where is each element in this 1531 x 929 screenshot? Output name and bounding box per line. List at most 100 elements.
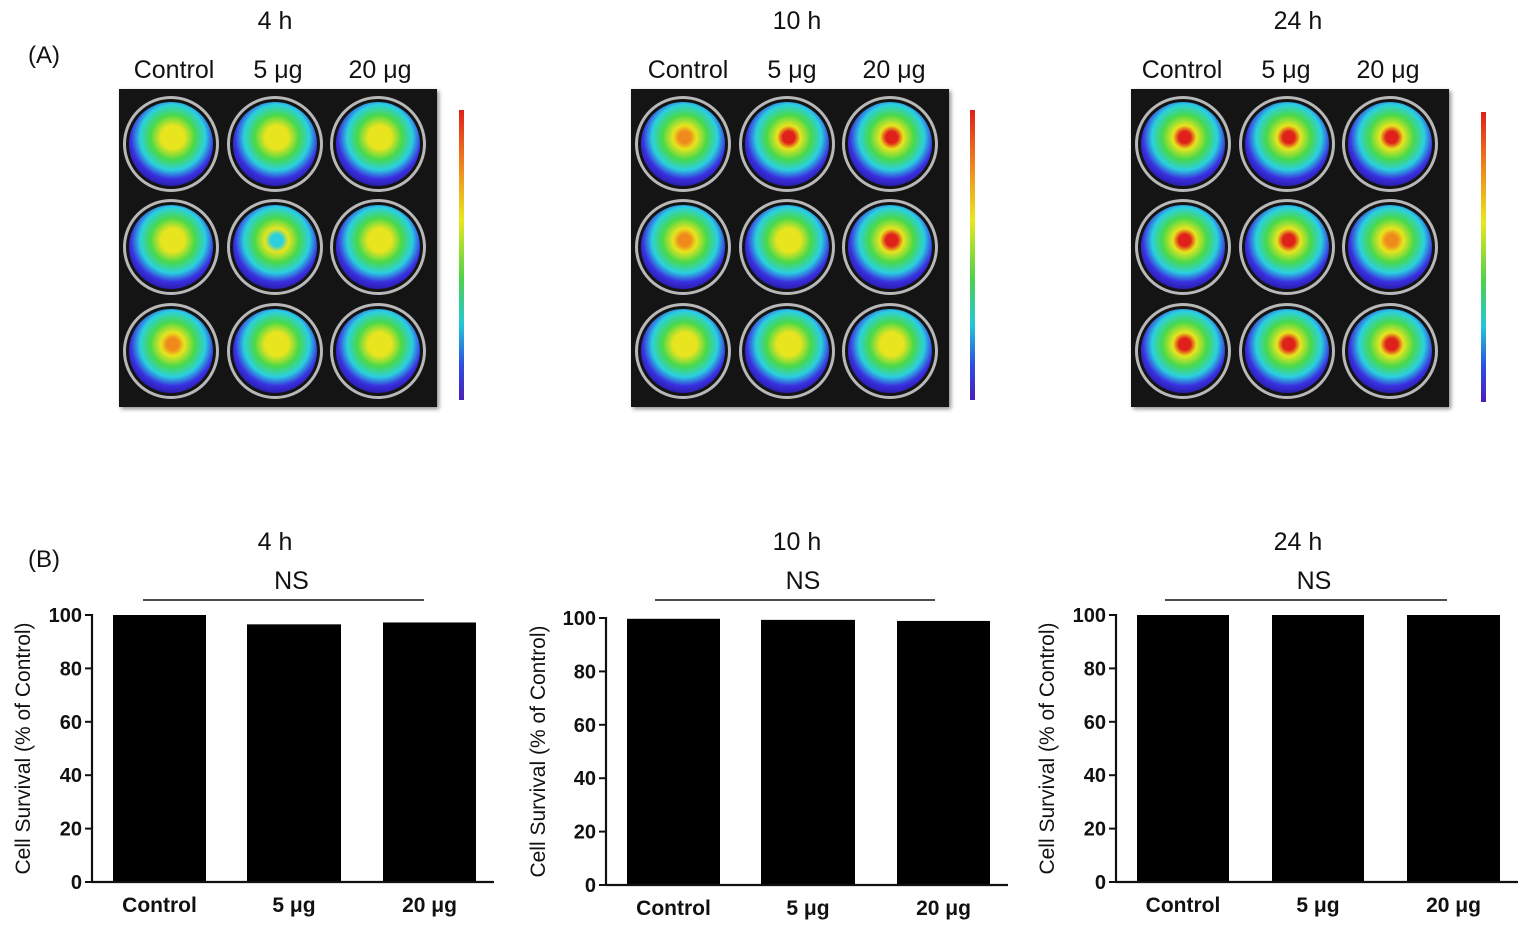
chart-title: 4 h xyxy=(258,528,293,556)
bar xyxy=(1137,615,1229,882)
plate-well xyxy=(1135,303,1231,399)
plate-well xyxy=(842,199,938,295)
column-label-5ug: 5 μg xyxy=(253,56,303,84)
y-tick-label: 20 xyxy=(1084,819,1106,841)
chart-title: 24 h xyxy=(1274,528,1323,556)
timepoint-title: 24 h xyxy=(1273,7,1323,35)
timepoint-title: 10 h xyxy=(772,7,822,35)
y-tick-label: 20 xyxy=(60,819,82,841)
bar xyxy=(113,615,206,882)
y-tick-label: 0 xyxy=(1095,872,1106,894)
plate-well xyxy=(330,303,426,399)
y-tick-label: 0 xyxy=(585,875,596,897)
panel-b-tag: (B) xyxy=(28,546,60,573)
significance-label: NS xyxy=(786,567,821,595)
plate-well xyxy=(123,96,219,192)
panel-a-tag: (A) xyxy=(28,42,60,69)
plate-well xyxy=(227,199,323,295)
column-label-control: Control xyxy=(1141,56,1223,84)
column-label-20ug: 20 μg xyxy=(1356,56,1420,84)
plate-well xyxy=(842,96,938,192)
x-tick-label: 5 μg xyxy=(786,897,829,920)
plate-well xyxy=(1342,96,1438,192)
x-tick-label: 20 μg xyxy=(402,894,457,917)
plate-well xyxy=(330,96,426,192)
bar-chart-10h: 10 h NS Control 5 μg 20 μg 0 20 40 60 80 100 Cell S… xyxy=(527,528,1008,920)
plate-well xyxy=(635,199,731,295)
column-label-5ug: 5 μg xyxy=(1261,56,1311,84)
y-tick-label: 0 xyxy=(71,872,82,894)
column-label-control: Control xyxy=(133,56,215,84)
x-tick-label: Control xyxy=(636,897,711,920)
y-tick-label: 40 xyxy=(1084,765,1106,787)
plate-well xyxy=(635,96,731,192)
plate-well xyxy=(739,303,835,399)
luminescence-signal xyxy=(745,102,829,186)
x-tick-label: Control xyxy=(122,894,197,917)
plate-well xyxy=(739,96,835,192)
luminescence-signal xyxy=(745,309,829,393)
bar xyxy=(247,624,341,882)
bar xyxy=(761,619,855,885)
significance-label: NS xyxy=(274,567,309,595)
luminescence-signal xyxy=(1141,309,1225,393)
plate-well xyxy=(330,199,426,295)
significance-label: NS xyxy=(1297,567,1332,595)
y-tick-label: 60 xyxy=(574,715,596,737)
color-scale-bar xyxy=(970,110,975,400)
y-tick-label: 40 xyxy=(574,768,596,790)
plate-well xyxy=(227,303,323,399)
plate-well xyxy=(1239,96,1335,192)
luminescence-signal xyxy=(1348,102,1432,186)
luminescence-signal xyxy=(336,309,420,393)
y-axis-label: Cell Survival (% of Control) xyxy=(527,625,550,877)
plate-well xyxy=(1342,303,1438,399)
plate-well xyxy=(1135,96,1231,192)
luminescence-signal xyxy=(1245,205,1329,289)
y-axis-label: Cell Survival (% of Control) xyxy=(1036,622,1059,874)
color-scale-bar xyxy=(459,110,464,400)
plate-well xyxy=(1239,199,1335,295)
column-label-5ug: 5 μg xyxy=(767,56,817,84)
x-tick-label: 5 μg xyxy=(1296,894,1339,917)
column-label-20ug: 20 μg xyxy=(862,56,926,84)
plate-well xyxy=(227,96,323,192)
plate-well xyxy=(635,303,731,399)
luminescence-signal xyxy=(1141,102,1225,186)
bar xyxy=(897,620,990,885)
x-tick-label: 5 μg xyxy=(272,894,315,917)
y-axis-label: Cell Survival (% of Control) xyxy=(12,622,35,874)
luminescence-signal xyxy=(336,102,420,186)
bar xyxy=(627,618,720,885)
column-label-control: Control xyxy=(647,56,729,84)
luminescence-signal xyxy=(1245,102,1329,186)
luminescence-signal xyxy=(129,205,213,289)
chart-title: 10 h xyxy=(773,528,822,556)
luminescence-signal xyxy=(129,102,213,186)
plate-well xyxy=(842,303,938,399)
bar-chart-4h: 4 h NS Control 5 μg 20 μg 0 20 40 60 80 100 Cell Su… xyxy=(12,528,494,917)
y-tick-label: 80 xyxy=(1084,658,1106,680)
plate-well xyxy=(1342,199,1438,295)
y-tick-label: 20 xyxy=(574,822,596,844)
x-tick-label: 20 μg xyxy=(1426,894,1481,917)
plate-well xyxy=(123,303,219,399)
luminescence-signal xyxy=(336,205,420,289)
y-tick-label: 60 xyxy=(1084,712,1106,734)
bar-chart-24h: 24 h NS Control 5 μg 20 μg 0 20 40 60 80 100 Cell S… xyxy=(1036,528,1518,917)
column-label-20ug: 20 μg xyxy=(348,56,412,84)
luminescence-plate-10h xyxy=(631,89,949,407)
y-tick-label: 80 xyxy=(60,658,82,680)
panel-b-charts: 4 h NS Control 5 μg 20 μg 0 20 40 60 80 100 Cell Su… xyxy=(12,528,1518,920)
luminescence-signal xyxy=(129,309,213,393)
x-tick-label: 20 μg xyxy=(916,897,971,920)
y-tick-label: 60 xyxy=(60,712,82,734)
luminescence-signal xyxy=(745,205,829,289)
bar xyxy=(1407,615,1500,882)
plate-well xyxy=(1135,199,1231,295)
plate-well xyxy=(739,199,835,295)
plate-well xyxy=(123,199,219,295)
timepoint-title: 4 h xyxy=(257,7,293,35)
luminescence-signal xyxy=(1348,309,1432,393)
luminescence-plate-4h xyxy=(119,89,437,407)
